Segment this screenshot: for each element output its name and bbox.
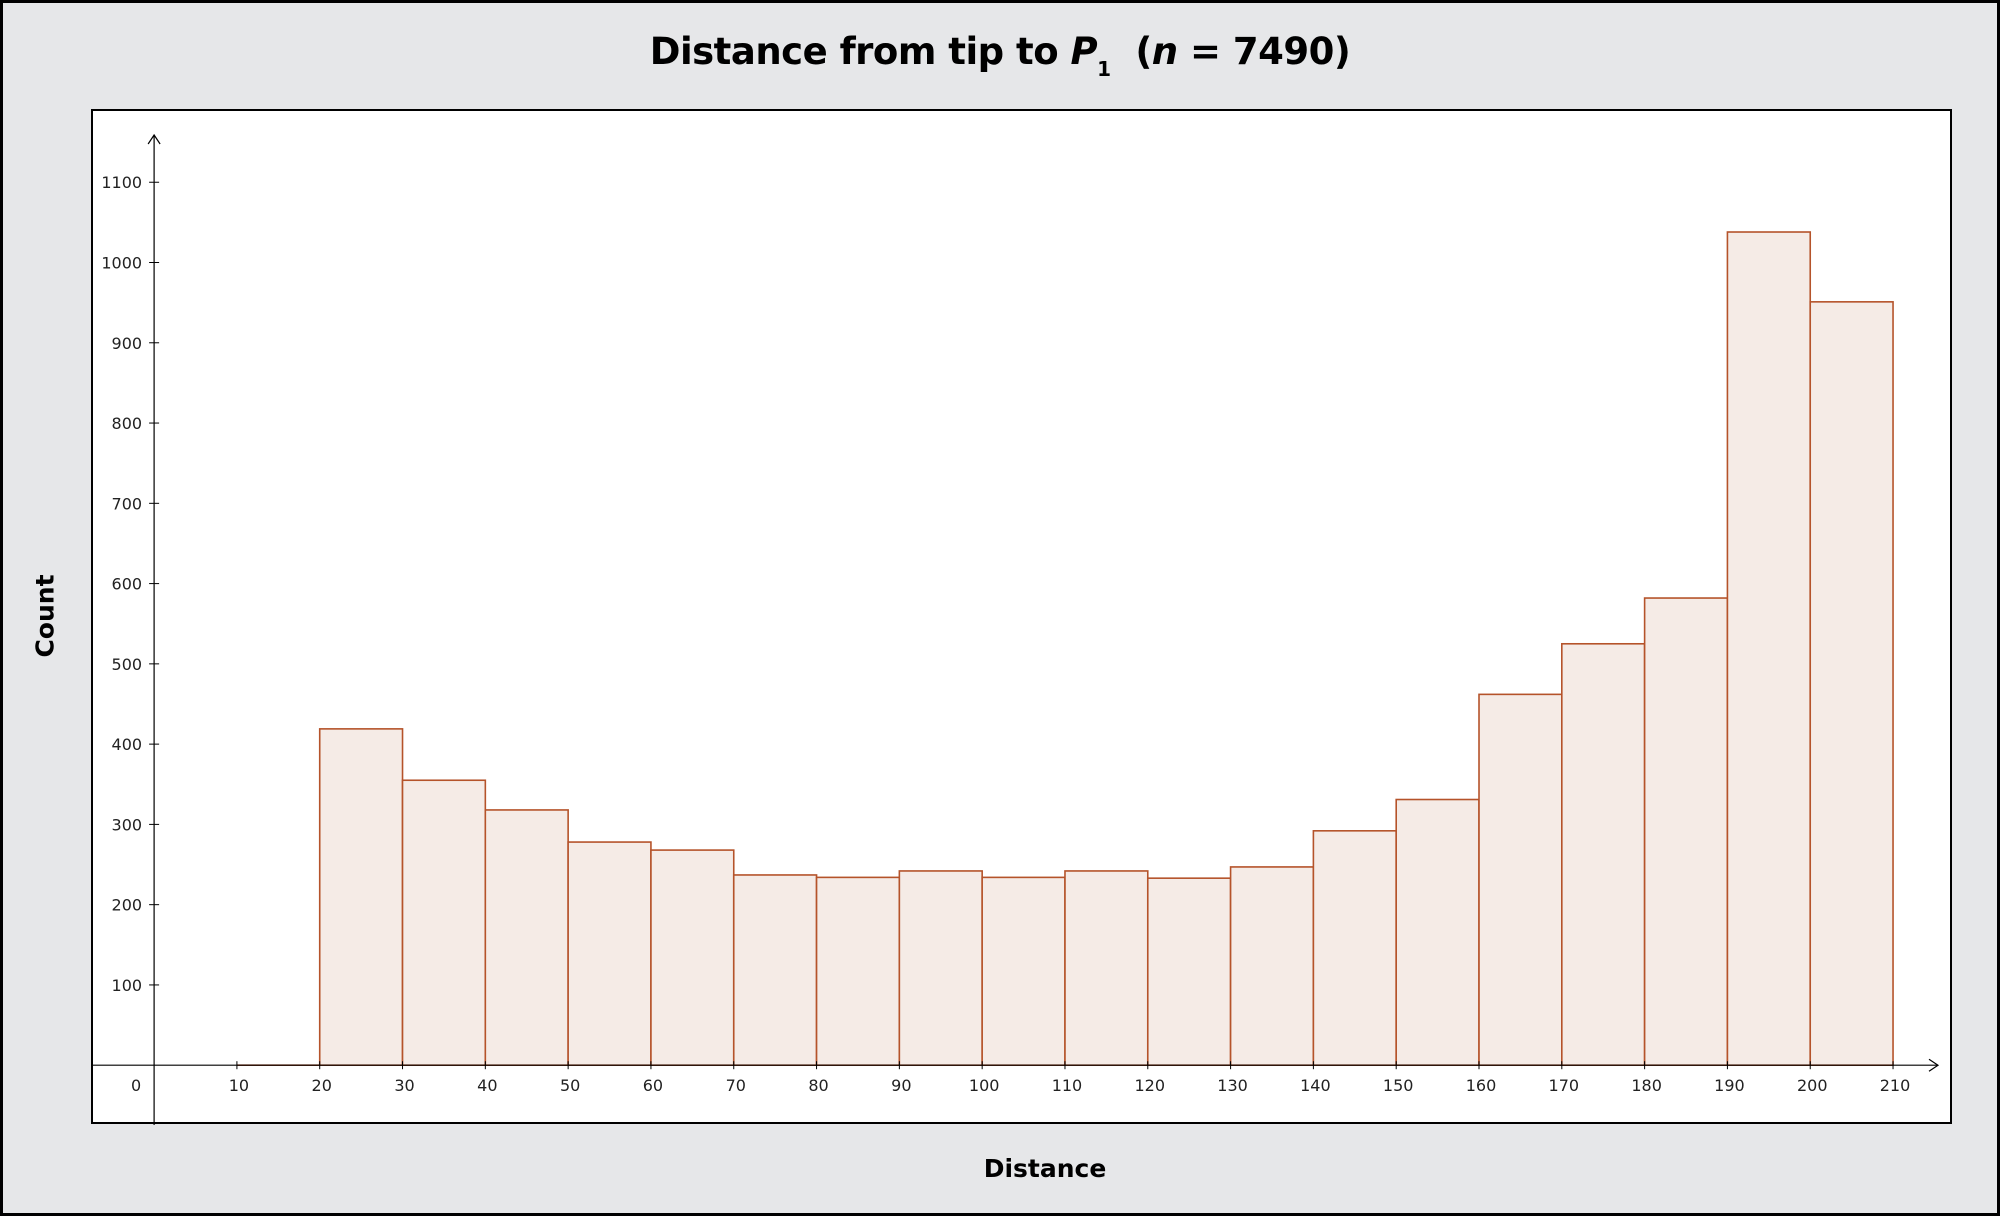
x-tick-label: 50 xyxy=(560,1076,580,1095)
x-tick-label: 180 xyxy=(1631,1076,1662,1095)
x-tick-label: 0 xyxy=(131,1076,141,1095)
histogram-bar xyxy=(318,728,404,1067)
histogram-bar xyxy=(1229,866,1315,1067)
y-tick-label: 100 xyxy=(112,976,143,995)
y-tick-label: 1000 xyxy=(101,254,142,273)
y-tick-label: 200 xyxy=(112,896,143,915)
histogram-bar xyxy=(898,870,983,1067)
y-tick-label: 800 xyxy=(112,414,143,433)
x-tick-label: 20 xyxy=(312,1076,332,1095)
x-tick-label: 10 xyxy=(229,1076,249,1095)
histogram-bar xyxy=(1146,877,1232,1067)
title-n-rest: = 7490) xyxy=(1177,30,1351,73)
title-prefix: Distance from tip to xyxy=(649,30,1071,73)
y-tick-label: 900 xyxy=(112,334,143,353)
x-tick-label: 40 xyxy=(477,1076,497,1095)
histogram-bar xyxy=(981,876,1066,1067)
x-axis-label: Distance xyxy=(983,1154,1107,1183)
y-tick-label: 1100 xyxy=(101,173,142,192)
x-tick-label: 210 xyxy=(1880,1076,1911,1095)
histogram-bar xyxy=(1395,798,1480,1067)
histogram-bar xyxy=(1726,231,1812,1067)
x-tick-label: 130 xyxy=(1217,1076,1248,1095)
chart-title: Distance from tip to P1 (n = 7490) xyxy=(0,30,2000,81)
histogram-bar xyxy=(567,841,652,1067)
y-tick-label: 300 xyxy=(112,815,143,834)
histogram-bar xyxy=(1643,597,1729,1067)
x-tick-label: 160 xyxy=(1466,1076,1497,1095)
x-axis-arrow-icon xyxy=(1928,1058,1940,1072)
histogram-bar xyxy=(1809,301,1894,1067)
x-tick-label: 200 xyxy=(1797,1076,1828,1095)
x-tick-label: 30 xyxy=(394,1076,414,1095)
title-n-variable: n xyxy=(1151,30,1178,73)
x-tick-label: 70 xyxy=(726,1076,746,1095)
histogram-bar xyxy=(815,876,901,1067)
y-tick-label: 400 xyxy=(112,735,143,754)
x-tick-label: 190 xyxy=(1714,1076,1745,1095)
y-tick-label: 700 xyxy=(112,494,143,513)
histogram-bar xyxy=(401,779,487,1067)
x-tick-label: 60 xyxy=(643,1076,663,1095)
x-tick-label: 80 xyxy=(808,1076,828,1095)
y-axis-arrow-icon xyxy=(147,133,161,145)
histogram-bar xyxy=(732,874,818,1067)
x-tick-label: 120 xyxy=(1135,1076,1166,1095)
x-tick-label: 170 xyxy=(1549,1076,1580,1095)
title-subscript: 1 xyxy=(1097,57,1111,82)
histogram-bar xyxy=(1064,870,1149,1067)
title-variable: P xyxy=(1070,30,1098,73)
x-tick-label: 90 xyxy=(891,1076,911,1095)
histogram-bar xyxy=(484,809,569,1067)
x-tick-label: 110 xyxy=(1052,1076,1083,1095)
histogram-bar xyxy=(1561,642,1646,1067)
x-tick-label: 100 xyxy=(969,1076,1000,1095)
y-tick-label: 500 xyxy=(112,655,143,674)
histogram-bar xyxy=(1312,830,1397,1067)
x-tick-label: 150 xyxy=(1383,1076,1414,1095)
histogram-bar xyxy=(650,849,735,1067)
x-tick-label: 140 xyxy=(1300,1076,1331,1095)
histogram-bar xyxy=(1478,693,1563,1067)
y-tick-label: 600 xyxy=(112,575,143,594)
title-n-open: ( xyxy=(1135,30,1152,73)
